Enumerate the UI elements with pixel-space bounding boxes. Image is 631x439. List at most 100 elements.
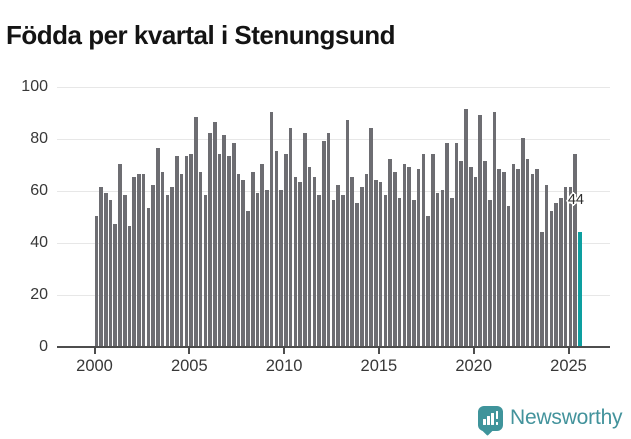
bar: [317, 195, 321, 346]
y-axis-tick-label: 20: [30, 286, 48, 303]
bar: [203, 195, 208, 346]
bar: [312, 177, 317, 346]
bar: [184, 156, 189, 346]
bar: [369, 127, 373, 346]
bar: [108, 200, 113, 346]
bar: [269, 112, 274, 346]
bar: [530, 174, 535, 346]
bar: [236, 174, 241, 346]
y-axis-tick-label: 0: [39, 338, 48, 355]
bar: [194, 117, 198, 346]
bar: [274, 151, 279, 346]
bar: [374, 179, 378, 346]
bar: [322, 140, 326, 346]
bar: [103, 192, 108, 346]
bar: [402, 164, 407, 346]
bar: [94, 216, 99, 346]
bar: [464, 109, 468, 346]
bar: [459, 161, 464, 346]
bar: [255, 192, 260, 346]
bar: [345, 119, 350, 346]
x-axis-tick-label: 2010: [265, 357, 303, 375]
bar: [416, 169, 421, 346]
bar: [516, 169, 520, 346]
bar: [222, 135, 227, 346]
gridline: [57, 191, 610, 192]
x-axis-tick: [283, 348, 286, 354]
bar: [535, 169, 539, 346]
bar: [175, 156, 179, 346]
bar: [540, 231, 544, 346]
newsworthy-logo-icon: [478, 405, 503, 436]
bar: [250, 171, 255, 346]
bar: [487, 200, 492, 346]
bar: [383, 195, 388, 346]
bar: [303, 132, 307, 346]
x-axis-tick-label: 2025: [550, 357, 587, 375]
x-axis-tick-label: 2015: [360, 357, 398, 375]
bar: [213, 122, 217, 346]
highlighted-bar: [577, 231, 582, 346]
x-axis-tick-label: 2020: [455, 357, 493, 375]
x-axis-tick: [567, 348, 570, 354]
bar: [483, 161, 487, 346]
bar: [284, 153, 288, 346]
y-axis-tick-label: 40: [30, 234, 48, 251]
x-axis-tick: [93, 348, 96, 354]
gridline: [57, 139, 610, 140]
bar: [559, 197, 563, 346]
bar: [246, 210, 250, 346]
bar: [473, 177, 478, 346]
plot-area: 0 20 40 60 80 100 2000 2005 2010 2015 2020 2025: [21, 79, 610, 375]
bar: [397, 197, 402, 346]
speech-bubble-tail-icon: [481, 422, 494, 436]
bar: [227, 156, 231, 346]
bar: [189, 153, 193, 346]
bar: [208, 132, 212, 346]
y-axis-tick-label: 60: [30, 182, 48, 199]
x-axis-tick-label: 2000: [76, 357, 113, 375]
bar: [502, 171, 506, 346]
bar: [198, 171, 203, 346]
bar: [288, 127, 293, 346]
bar: [450, 197, 454, 346]
bar: [331, 200, 336, 346]
bar: [170, 187, 174, 346]
bar: [431, 153, 435, 346]
bar: [160, 171, 165, 346]
newsworthy-branding[interactable]: Newsworthy: [478, 404, 623, 436]
bar: [393, 171, 397, 346]
bar: [146, 208, 151, 346]
bar: [378, 182, 383, 346]
bar: [122, 195, 127, 346]
bar: [497, 169, 501, 346]
bar: [179, 174, 184, 346]
bar: [549, 210, 554, 346]
bar: [445, 143, 449, 346]
bar: [293, 177, 298, 346]
bar: [137, 174, 141, 346]
x-axis-tick-label: 2005: [170, 357, 208, 375]
bar: [544, 184, 549, 346]
bar: [326, 132, 331, 346]
bar: [307, 166, 312, 346]
bar: [506, 205, 511, 346]
bar: [156, 148, 160, 346]
bar: [563, 187, 568, 346]
bar: [165, 195, 170, 346]
last-value-label: 44: [567, 192, 584, 208]
gridline: [57, 87, 610, 88]
x-axis-line: [57, 346, 610, 348]
bar: [132, 177, 136, 346]
bar: [426, 216, 430, 346]
bar: [350, 177, 355, 346]
bar: [412, 200, 416, 346]
x-axis-tick: [472, 348, 475, 354]
bar: [359, 187, 364, 346]
bar: [521, 138, 525, 346]
bar: [454, 143, 459, 346]
bar: [478, 114, 483, 346]
y-axis-tick-label: 100: [21, 78, 48, 95]
logo-bar-icon: [487, 416, 490, 425]
logo-bar-icon: [491, 413, 494, 425]
